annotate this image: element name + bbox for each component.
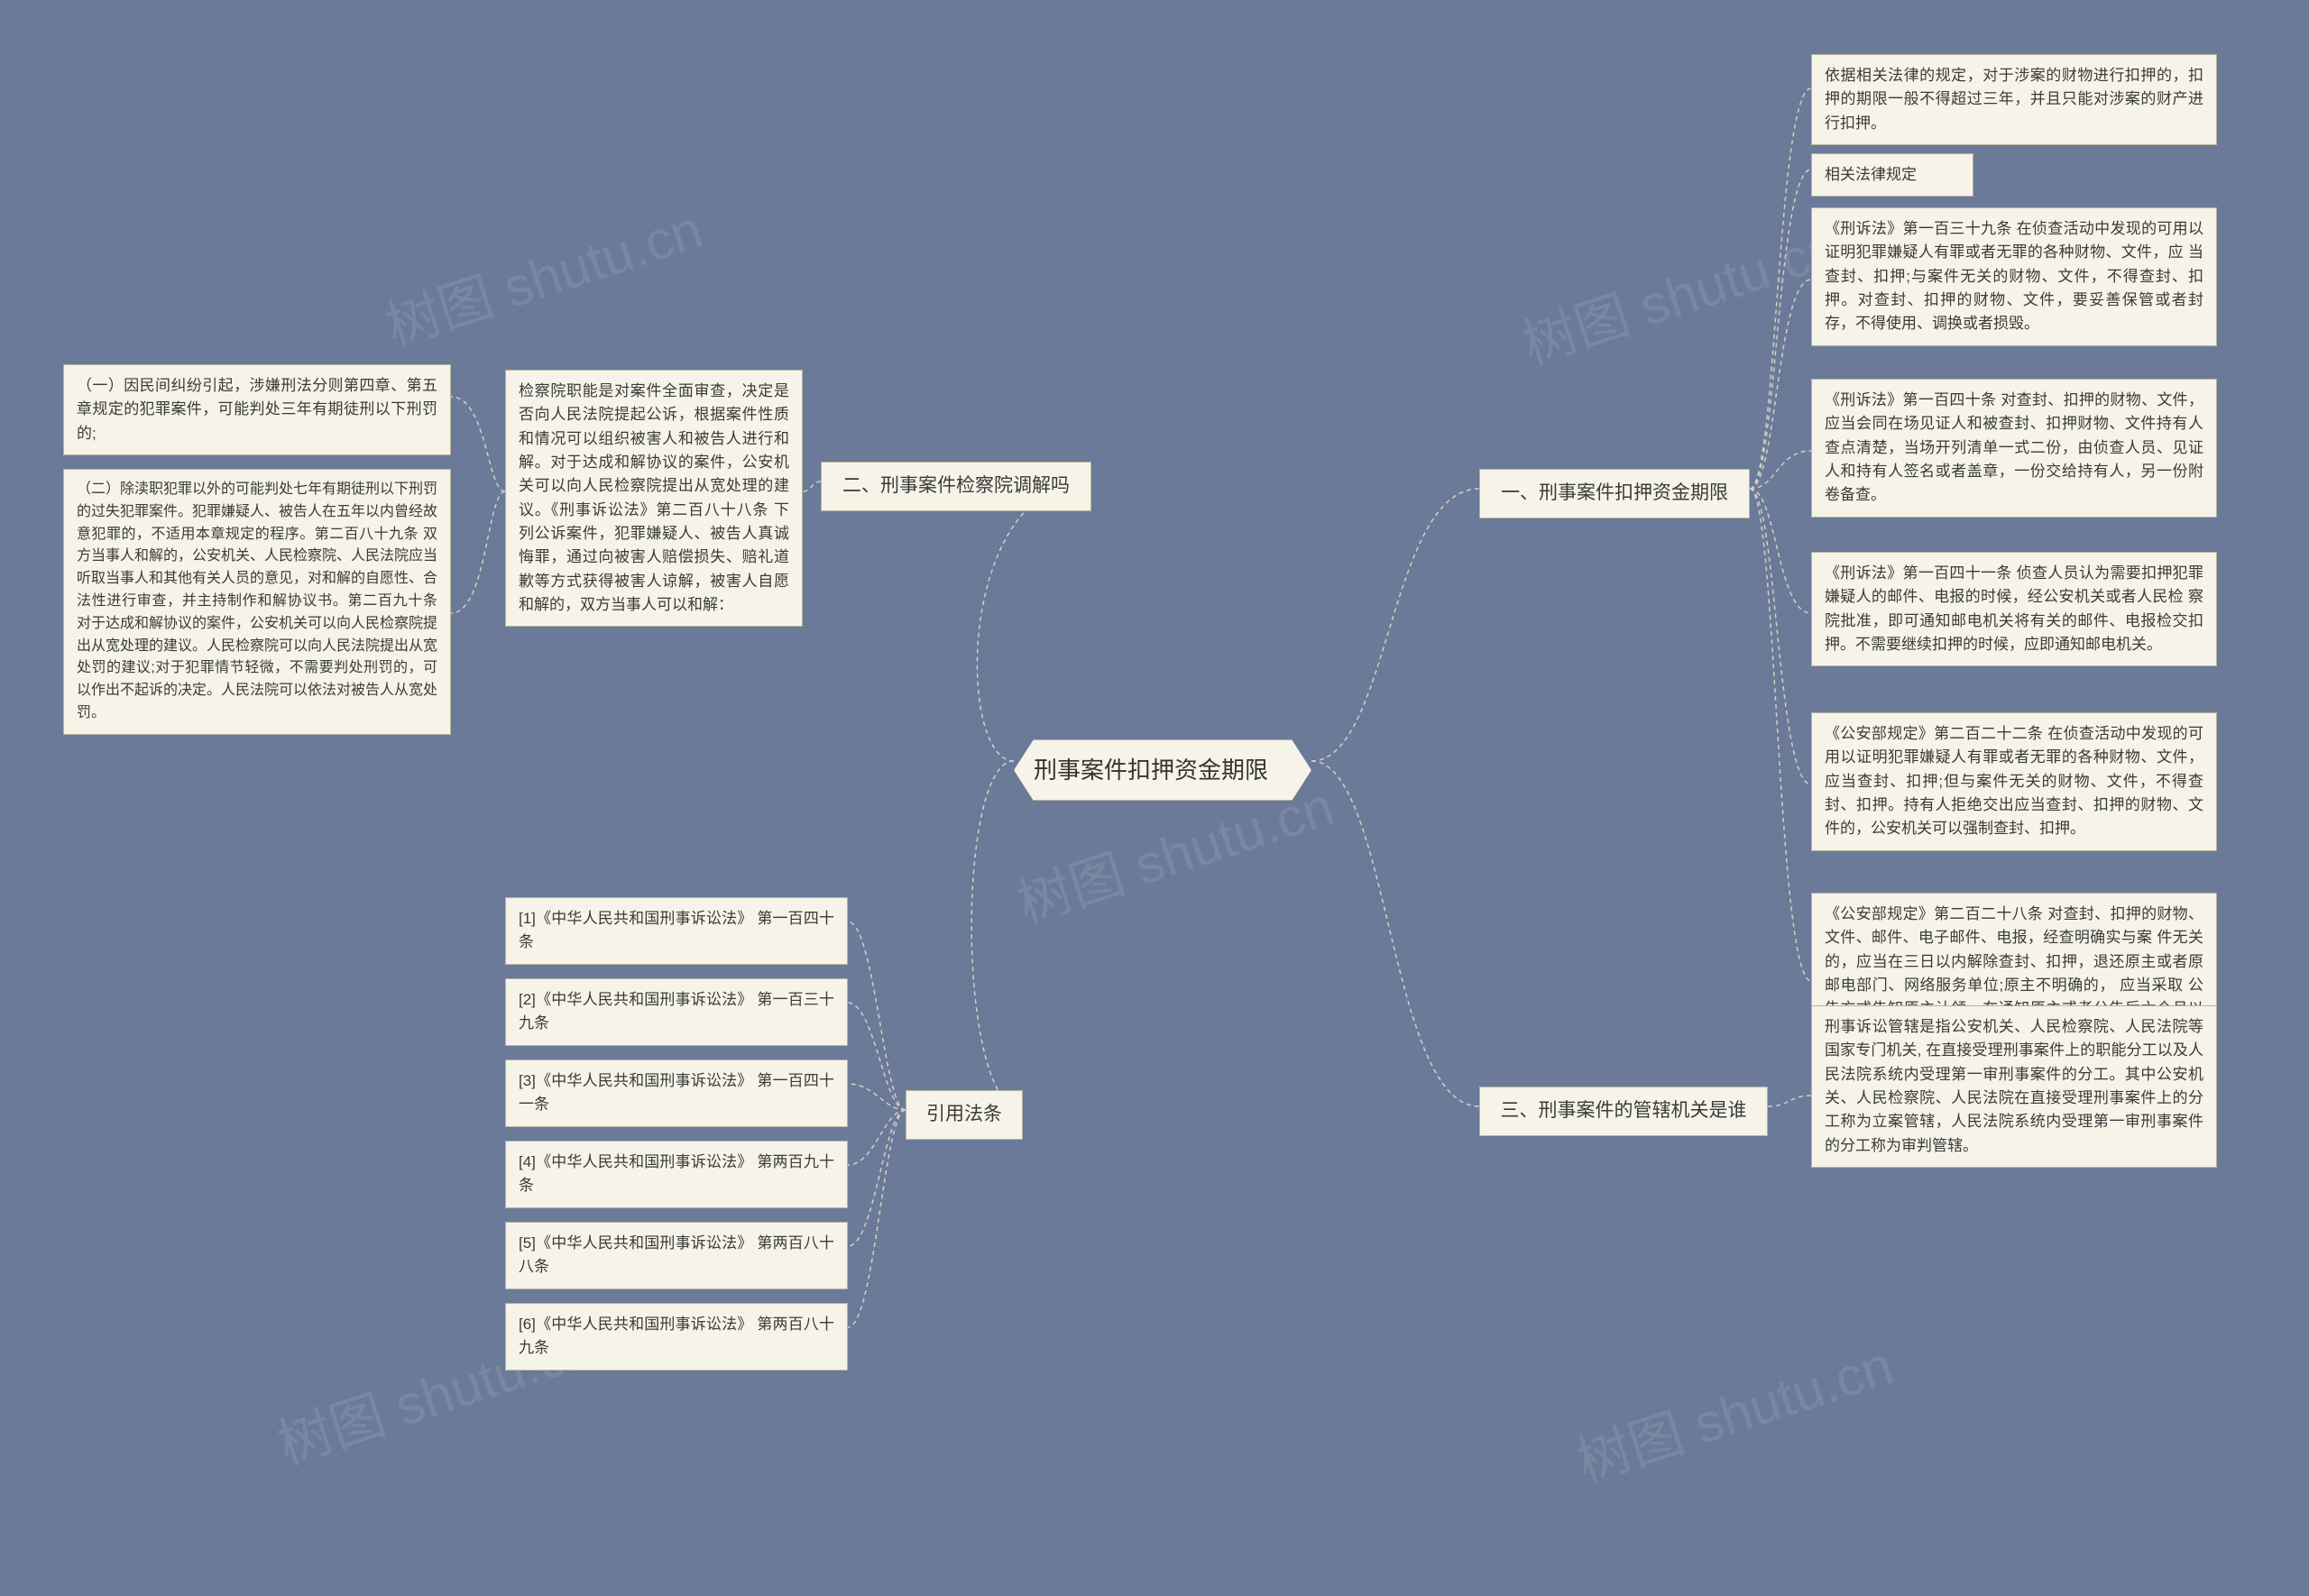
leaf-b4-3: [3]《中华人民共和国刑事诉讼法》 第一百四十一条	[505, 1059, 848, 1127]
leaf-b4-6: [6]《中华人民共和国刑事诉讼法》 第两百八十九条	[505, 1303, 848, 1371]
leaf-b2-s1: （一）因民间纠纷引起，涉嫌刑法分则第四章、第五章规定的犯罪案件，可能判处三年有期…	[63, 364, 451, 455]
leaf-b2-main: 检察院职能是对案件全面审查，决定是否向人民法院提起公诉，根据案件性质和情况可以组…	[505, 370, 803, 627]
branch-1: 一、刑事案件扣押资金期限	[1479, 469, 1750, 518]
branch-3: 三、刑事案件的管辖机关是谁	[1479, 1087, 1768, 1136]
watermark: 树图 shutu.cn	[374, 186, 711, 362]
leaf-b1-1: 依据相关法律的规定，对于涉案的财物进行扣押的，扣押的期限一般不得超过三年，并且只…	[1811, 54, 2217, 145]
root-node: 刑事案件扣押资金期限	[1014, 739, 1311, 801]
leaf-b4-2: [2]《中华人民共和国刑事诉讼法》 第一百三十九条	[505, 978, 848, 1046]
branch-2: 二、刑事案件检察院调解吗	[821, 462, 1091, 511]
watermark: 树图 shutu.cn	[1511, 204, 1847, 380]
leaf-b2-s2: （二）除渎职犯罪以外的可能判处七年有期徒刑以下刑罚的过失犯罪案件。犯罪嫌疑人、被…	[63, 469, 451, 735]
leaf-b1-2: 相关法律规定	[1811, 153, 1973, 197]
leaf-b1-6: 《公安部规定》第二百二十二条 在侦查活动中发现的可用以证明犯罪嫌疑人有罪或者无罪…	[1811, 712, 2217, 851]
watermark: 树图 shutu.cn	[1565, 1322, 1901, 1498]
leaf-b4-4: [4]《中华人民共和国刑事诉讼法》 第两百九十条	[505, 1141, 848, 1208]
leaf-b1-5: 《刑诉法》第一百四十一条 侦查人员认为需要扣押犯罪嫌疑人的邮件、电报的时候，经公…	[1811, 552, 2217, 666]
leaf-b3-1: 刑事诉讼管辖是指公安机关、人民检察院、人民法院等国家专门机关, 在直接受理刑事案…	[1811, 1005, 2217, 1168]
branch-4: 引用法条	[906, 1090, 1023, 1140]
leaf-b4-5: [5]《中华人民共和国刑事诉讼法》 第两百八十八条	[505, 1222, 848, 1289]
leaf-b4-1: [1]《中华人民共和国刑事诉讼法》 第一百四十条	[505, 897, 848, 965]
leaf-b1-3: 《刑诉法》第一百三十九条 在侦查活动中发现的可用以证明犯罪嫌疑人有罪或者无罪的各…	[1811, 207, 2217, 346]
leaf-b1-4: 《刑诉法》第一百四十条 对查封、扣押的财物、文件，应当会同在场见证人和被查封、扣…	[1811, 379, 2217, 518]
